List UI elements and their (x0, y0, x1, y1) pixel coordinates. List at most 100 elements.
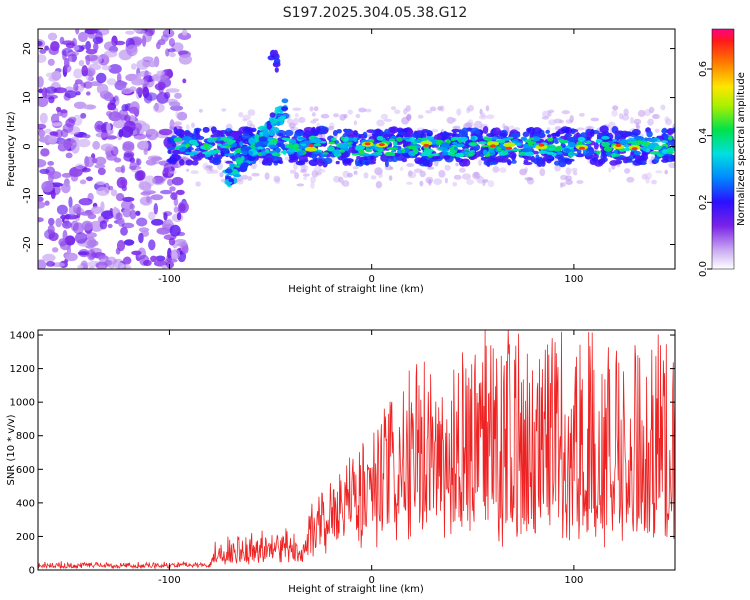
spectrogram-cell (195, 181, 202, 187)
spectrogram-cell (182, 155, 187, 160)
spectrogram-cell (95, 132, 110, 138)
spectrogram-cell (277, 116, 286, 122)
spectrogram-cell (115, 166, 124, 173)
spectrogram-cell (202, 126, 210, 133)
spectrogram-cell (435, 139, 444, 145)
spectrogram-cell (258, 136, 268, 142)
spectrogram-cell (268, 144, 278, 149)
spectrogram-cell (652, 114, 657, 119)
spectrogram-cell (628, 154, 636, 160)
spectrogram-cell (68, 205, 76, 216)
spectrogram-cell (486, 133, 496, 138)
spectrogram-cell (45, 166, 56, 176)
spectrogram-cell (248, 137, 257, 145)
spectrogram-cell (38, 158, 47, 168)
spectrogram-cell (369, 153, 380, 156)
spectrogram-cell (86, 249, 96, 261)
spectrogram-cell (498, 143, 505, 148)
spectrogram-cell (483, 136, 489, 141)
spectrogram-cell (458, 130, 468, 138)
spectrogram-cell (565, 179, 573, 186)
spectrogram-cell (155, 255, 166, 262)
spectrogram-cell (168, 237, 176, 246)
spectrogram-cell (95, 72, 107, 84)
spectrogram-cell (289, 169, 297, 174)
spectrogram-cell (85, 29, 100, 34)
spectrogram-cell (441, 132, 450, 136)
spectrogram-cell (351, 153, 360, 156)
spectrogram-cell (478, 115, 487, 120)
spectrogram-cell (450, 154, 456, 157)
spectrogram-cell (74, 232, 88, 244)
spectrogram-cell (38, 123, 47, 130)
spectrogram-cell (247, 155, 253, 161)
spectrogram-cell (427, 166, 435, 170)
spectrogram-cell (653, 145, 662, 151)
spectrogram-cell (569, 115, 574, 123)
spectrogram-cell (157, 81, 166, 90)
spectrogram-cell (547, 127, 551, 131)
spectrogram-cell (78, 198, 93, 206)
spectrogram-cell (169, 224, 181, 237)
spectrogram-cell (163, 212, 168, 221)
spectrogram-cell (276, 121, 281, 127)
spectrogram-cell (465, 139, 474, 143)
spectrogram-cell (41, 87, 48, 98)
spectrogram-cell (668, 162, 675, 169)
spectrogram-cell (496, 139, 506, 144)
spectrogram-cell (138, 227, 150, 233)
spectrogram-cell (274, 67, 279, 73)
spectrogram-cell (75, 163, 85, 170)
x-tick-label: 0 (368, 274, 374, 285)
spectrogram-cell (661, 158, 669, 163)
spectrogram-cell (272, 156, 279, 162)
spectrogram-cell (642, 146, 647, 152)
spectrogram-cell (39, 168, 50, 174)
spectrogram-cell (189, 151, 199, 155)
y-tick-label: 800 (16, 431, 35, 442)
spectrogram-cell (145, 159, 157, 166)
spectrogram-cell (528, 141, 533, 147)
spectrogram-cell (321, 142, 328, 147)
spectrogram-cell (624, 131, 633, 137)
spectrogram-cell (167, 149, 172, 154)
spectrogram-cell (38, 217, 44, 223)
spectrogram-cell (133, 29, 142, 33)
y-tick-label: 200 (16, 532, 35, 543)
x-tick-label: -100 (158, 274, 181, 285)
spectrogram-cell (78, 31, 88, 43)
spectrogram-cell (309, 106, 314, 112)
spectrogram-cell (40, 148, 50, 157)
spectrogram-cell (452, 125, 461, 129)
spectrogram-cell (470, 150, 475, 153)
spectrogram-cell (291, 127, 295, 131)
spectrogram-cell (478, 159, 482, 167)
spectrogram-cell (577, 136, 585, 142)
spectrogram-cell (612, 105, 619, 111)
spectrogram-cell (406, 113, 412, 122)
spectrogram-cell (116, 240, 126, 252)
spectrogram-cell (178, 54, 192, 65)
y-tick-label: -20 (22, 236, 33, 252)
spectrogram-cell (122, 196, 135, 202)
spectrogram-cell (471, 135, 476, 141)
spectrogram-cell (446, 116, 455, 124)
spectrogram-cell (541, 158, 546, 165)
spectrogram-cell (136, 170, 146, 181)
spectrogram-cell (242, 114, 251, 121)
y-tick-label: 1000 (10, 398, 35, 409)
spectrogram-cell (431, 153, 440, 157)
spectrogram-xlabel: Height of straight line (km) (288, 284, 424, 295)
spectrogram-cell (238, 112, 244, 118)
spectrogram-cell (179, 159, 185, 166)
spectrogram-cell (136, 59, 149, 70)
spectrogram-cell (407, 129, 414, 137)
spectrogram-cell (618, 113, 624, 120)
spectrogram-cell (302, 173, 310, 177)
spectrogram-cell (407, 145, 417, 150)
spectrogram-cell (422, 159, 431, 167)
spectrogram-cell (510, 132, 521, 139)
spectrogram-cell (526, 127, 532, 133)
spectrogram-cell (623, 144, 631, 148)
